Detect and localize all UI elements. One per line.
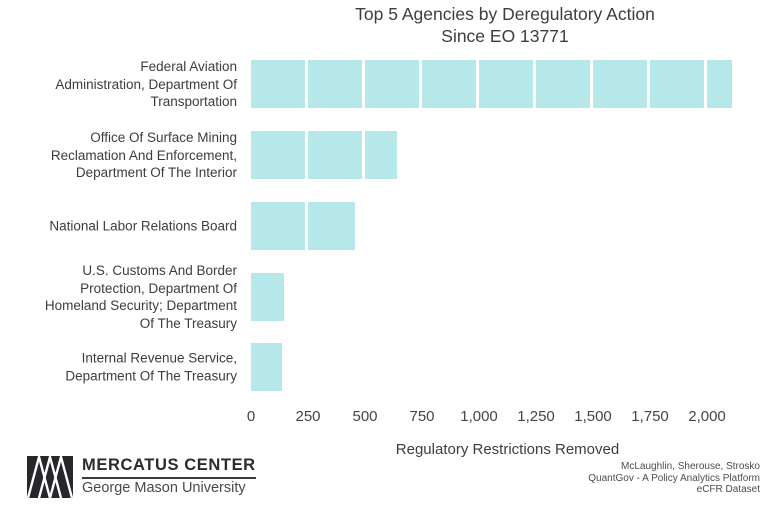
category-label-line: Transportation xyxy=(150,93,237,109)
category-label-line: Protection, Department Of xyxy=(80,280,237,296)
category-label-line: Department Of The Interior xyxy=(75,164,237,180)
category-label-line: U.S. Customs And Border xyxy=(82,263,237,278)
category-label-line: Reclamation And Enforcement, xyxy=(50,147,237,163)
x-tick-label: 750 xyxy=(409,408,435,425)
x-tick-label: 500 xyxy=(352,408,378,425)
attribution-line: eCFR Dataset xyxy=(696,484,760,495)
chart-title-line2: Since EO 13771 xyxy=(441,26,569,46)
x-axis-label: Regulatory Restrictions Removed xyxy=(395,441,620,458)
bar-row: U.S. Customs And Border Protection, Depar… xyxy=(0,263,768,331)
bar xyxy=(251,343,282,391)
attribution: McLaughlin, Sherouse, Strosko QuantGov -… xyxy=(588,461,760,496)
mercatus-center-name: MERCATUS CENTER xyxy=(82,456,256,474)
bar-row: National Labor Relations Board xyxy=(0,202,768,250)
bar-row: Office Of Surface Mining Reclamation And … xyxy=(0,129,768,182)
x-tick-label: 2,000 xyxy=(688,408,726,425)
category-label-line: Homeland Security; Department xyxy=(44,298,237,313)
category-label: Federal Aviation Administration, Departme… xyxy=(0,58,237,111)
bar xyxy=(251,273,284,321)
mercatus-logo-mark-icon xyxy=(27,456,73,498)
x-tick-label: 1,000 xyxy=(460,408,498,425)
mercatus-logo-text: MERCATUS CENTER George Mason University xyxy=(82,456,256,497)
logo-divider xyxy=(82,477,256,479)
x-tick-label: 250 xyxy=(295,408,321,425)
x-tick-label: 1,750 xyxy=(631,408,669,425)
bar xyxy=(251,202,355,250)
category-label-line: Of The Treasury xyxy=(139,315,237,331)
bar xyxy=(251,131,397,179)
category-label-line: Administration, Department Of xyxy=(55,76,237,92)
chart-title-line1: Top 5 Agencies by Deregulatory Action xyxy=(355,4,655,24)
category-label: National Labor Relations Board xyxy=(0,217,237,235)
x-tick-label: 1,250 xyxy=(517,408,555,425)
bar-row: Federal Aviation Administration, Departme… xyxy=(0,58,768,111)
category-label: U.S. Customs And Border Protection, Depar… xyxy=(0,262,237,332)
attribution-line: QuantGov - A Policy Analytics Platform xyxy=(588,472,760,484)
x-tick-label: 1,500 xyxy=(574,408,612,425)
chart-title: Top 5 Agencies by Deregulatory Action Si… xyxy=(245,3,765,47)
category-label: Office Of Surface Mining Reclamation And … xyxy=(0,129,237,182)
category-label-line: Federal Aviation xyxy=(140,58,237,74)
x-tick-label: 0 xyxy=(246,408,256,425)
bar-row: Internal Revenue Service, Department Of T… xyxy=(0,343,768,391)
category-label: Internal Revenue Service, Department Of T… xyxy=(0,350,237,385)
attribution-line: McLaughlin, Sherouse, Strosko xyxy=(621,461,760,472)
category-label-line: National Labor Relations Board xyxy=(49,218,237,234)
bar xyxy=(251,60,732,108)
george-mason-university-name: George Mason University xyxy=(82,480,246,496)
category-label-line: Office Of Surface Mining xyxy=(90,129,237,145)
mercatus-logo: MERCATUS CENTER George Mason University xyxy=(27,456,256,498)
category-label-line: Internal Revenue Service, xyxy=(81,350,237,366)
category-label-line: Department Of The Treasury xyxy=(65,368,237,383)
